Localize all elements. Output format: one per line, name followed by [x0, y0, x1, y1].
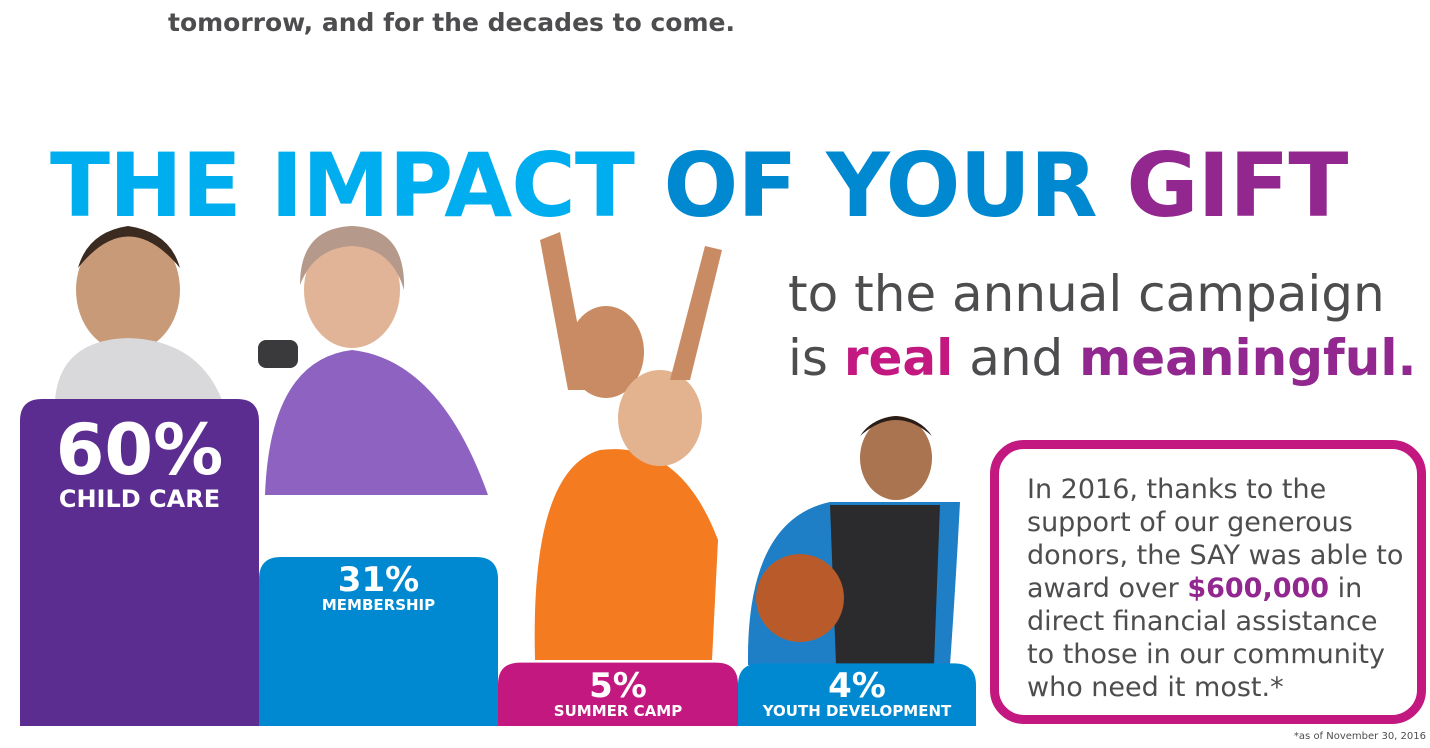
- bar-category-label: SUMMER CAMP: [553, 701, 683, 720]
- subhead: to the annual campaign is real and meani…: [788, 262, 1428, 390]
- headline: THE IMPACT OF YOUR GIFT: [50, 134, 1348, 237]
- bar-child-care: [20, 399, 259, 726]
- bar-value-label: 31%: [337, 560, 420, 601]
- subhead-line-2: is real and meaningful.: [788, 326, 1428, 390]
- callout-text: In 2016, thanks to the support of our ge…: [1027, 473, 1407, 704]
- boy-basketball-photo-icon: [747, 416, 960, 665]
- bar-label-membership: 31% MEMBERSHIP: [259, 563, 498, 613]
- headline-part-1: THE IMPACT: [50, 134, 664, 237]
- bar-label-summer-camp: 5% SUMMER CAMP: [498, 669, 738, 719]
- subhead-meaningful: meaningful.: [1079, 329, 1417, 387]
- bar-label-child-care: 60% CHILD CARE: [20, 415, 259, 511]
- bar-value-label: 60%: [55, 409, 224, 491]
- callout-text-after: in direct financial assistance to those …: [1027, 573, 1385, 703]
- callout-text-before: In 2016, thanks to the support of our ge…: [1027, 474, 1404, 604]
- bar-category-label: YOUTH DEVELOPMENT: [762, 702, 952, 721]
- headline-part-2: OF YOUR: [663, 134, 1127, 237]
- headline-part-3: GIFT: [1126, 134, 1348, 237]
- bar-category-label: MEMBERSHIP: [321, 596, 436, 615]
- bar-label-youth-development: 4% YOUTH DEVELOPMENT: [738, 669, 976, 719]
- toddler-photo-icon: [55, 226, 222, 400]
- bar-youth-development: [738, 663, 976, 726]
- footnote: *as of November 30, 2016: [1293, 731, 1426, 742]
- callout-box: In 2016, thanks to the support of our ge…: [990, 440, 1426, 724]
- bar-summer-camp: [498, 662, 738, 726]
- subhead-prefix: is: [788, 329, 844, 387]
- bar-value-label: 4%: [828, 666, 886, 707]
- bar-category-label: CHILD CARE: [58, 485, 221, 513]
- children-summer-camp-photo-icon: [534, 232, 722, 660]
- subhead-line-1: to the annual campaign: [788, 265, 1385, 323]
- intro-text: tomorrow, and for the decades to come.: [168, 8, 735, 37]
- callout-amount: $600,000: [1187, 573, 1330, 604]
- subhead-mid: and: [953, 329, 1080, 387]
- senior-woman-dumbbell-photo-icon: [258, 226, 488, 495]
- bar-value-label: 5%: [589, 665, 647, 706]
- bars-group: [20, 399, 976, 726]
- bar-membership: [259, 557, 498, 726]
- subhead-real: real: [843, 329, 954, 387]
